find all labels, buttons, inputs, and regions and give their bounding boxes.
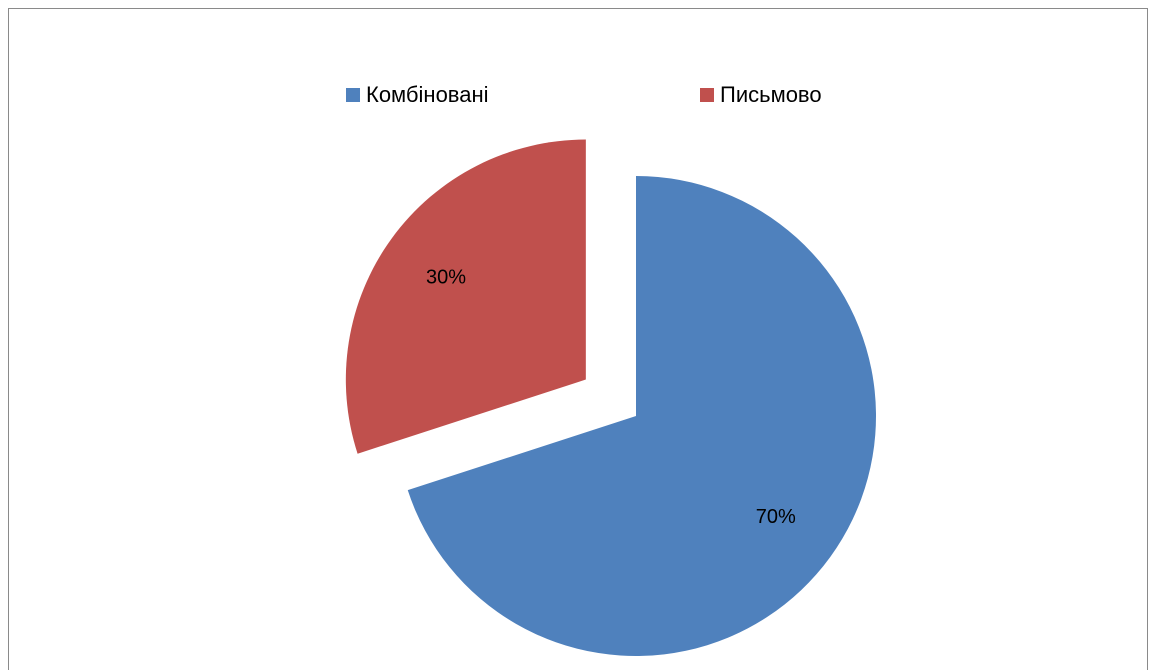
legend-label-kombinovani: Комбіновані	[366, 82, 489, 107]
pie-slices	[345, 139, 876, 657]
legend: Комбіновані Письмово	[0, 82, 1150, 112]
pie-slice-pysmovo	[345, 139, 586, 454]
legend-swatch-kombinovani	[346, 88, 360, 102]
legend-label-pysmovo: Письмово	[720, 82, 822, 107]
data-label-pysmovo: 30%	[426, 266, 466, 288]
legend-item-pysmovo: Письмово	[700, 82, 822, 108]
pie-slice-kombinovani	[407, 176, 876, 657]
legend-item-kombinovani: Комбіновані	[346, 82, 489, 108]
data-label-kombinovani: 70%	[756, 506, 796, 528]
pie-data-labels: 70% 30%	[426, 266, 796, 528]
legend-swatch-pysmovo	[700, 88, 714, 102]
